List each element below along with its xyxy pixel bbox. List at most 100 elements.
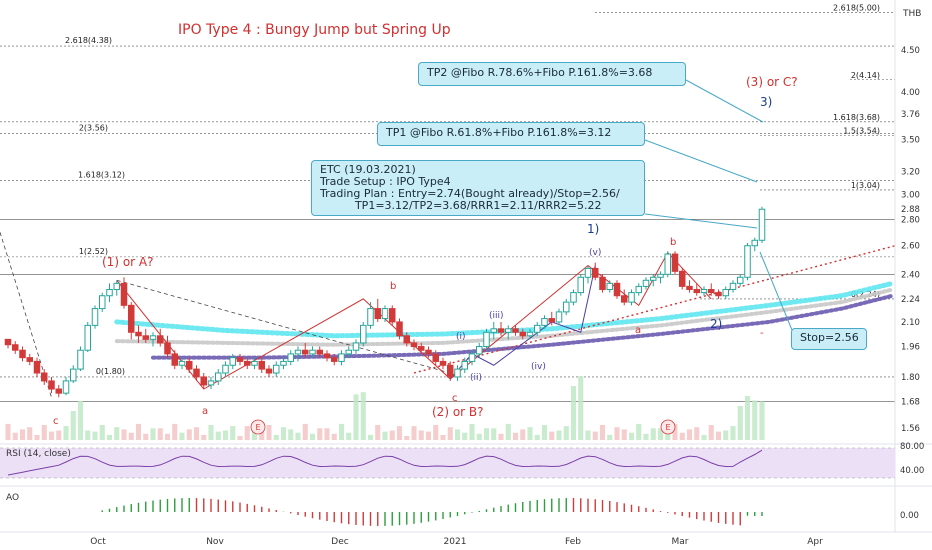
candle-body <box>432 353 440 362</box>
volume-bar <box>5 423 11 440</box>
volume-bar <box>462 432 468 440</box>
candle-body <box>287 353 295 362</box>
candle-body <box>55 388 63 394</box>
callout-lines <box>644 79 793 331</box>
volume-bar <box>353 394 359 440</box>
candle-body <box>164 342 171 355</box>
volume-bar <box>599 425 606 440</box>
candle-body <box>214 372 222 382</box>
candle-body <box>236 357 244 362</box>
volume-bar <box>48 431 55 440</box>
tp1-text: TP1 @Fibo R.61.8%+Fibo P.161.8%=3.12 <box>386 126 612 139</box>
candle-body <box>345 349 353 355</box>
trade-setup-line-2: Trade Setup : IPO Type4 <box>320 175 451 188</box>
candle-body <box>185 360 193 370</box>
volume-bar <box>752 400 758 440</box>
chart-title: IPO Type 4 : Bungy Jump but Spring Up <box>178 22 451 38</box>
earnings-marker-label-1: E <box>665 423 670 432</box>
tp2-box[interactable]: TP2 @Fibo R.78.6%+Fibo P.161.8%=3.68 <box>418 62 686 86</box>
volume-bar <box>665 433 671 440</box>
candle-body <box>359 324 367 344</box>
volume-bar <box>135 423 142 440</box>
volume-bar <box>164 433 171 440</box>
volume-bar <box>672 423 678 440</box>
tp1-box[interactable]: TP1 @Fibo R.61.8%+Fibo P.161.8%=3.12 <box>377 122 645 146</box>
volume-bar <box>563 426 569 440</box>
candle-body <box>417 346 425 351</box>
candle-body <box>62 380 70 394</box>
volume-bar <box>404 436 410 440</box>
volume-bar <box>77 401 84 440</box>
trade-setup-box[interactable]: ETC (19.03.2021) Trade Setup : IPO Type4… <box>311 160 645 216</box>
candle-body <box>396 321 403 337</box>
volume-bar <box>491 428 497 440</box>
volume-bar <box>121 429 127 440</box>
time-tick-1: Nov <box>206 537 224 547</box>
volume-bar <box>215 431 221 440</box>
channel-line-upper <box>116 279 451 374</box>
candle-body <box>635 285 643 294</box>
volume-bar <box>143 433 149 440</box>
fib-label-2: 2(4.14) <box>851 71 880 80</box>
fibonacci-levels: 2.618(5.00) 2.618(4.38) 2(4.14) 1.618(3.68)… <box>0 3 895 378</box>
volume-bar <box>106 434 113 440</box>
rsi-tick-40: 40.00 <box>900 466 924 476</box>
candle-body <box>519 331 527 337</box>
candlesticks <box>4 206 766 398</box>
volume-bar <box>201 434 207 440</box>
volume-bar <box>302 423 308 440</box>
volume-bar <box>324 428 330 440</box>
time-tick-5: Mar <box>672 537 689 547</box>
stop-box[interactable]: Stop=2.56 <box>791 328 867 350</box>
currency-label: THB <box>902 9 921 19</box>
volume-bar <box>723 430 729 440</box>
volume-bar <box>92 431 98 440</box>
candle-body <box>599 276 606 290</box>
candle-body <box>106 288 113 297</box>
rsi-tick-80: 80.00 <box>900 442 924 452</box>
volume-bar <box>679 432 685 440</box>
volume-bar <box>549 431 555 440</box>
candle-body <box>258 360 266 370</box>
volume-bar <box>114 427 120 440</box>
candle-body <box>454 368 461 378</box>
candle-body <box>664 253 672 275</box>
candle-body <box>301 349 309 355</box>
candle-body <box>69 368 77 382</box>
candle-body <box>120 282 128 306</box>
candle-body <box>309 349 316 355</box>
volume-bar <box>541 425 548 440</box>
volume-bar <box>715 431 722 440</box>
time-tick-2: Dec <box>331 537 348 547</box>
fib-label-6: 1.618(3.12) <box>78 171 125 180</box>
candle-body <box>686 285 693 290</box>
trend-line <box>413 245 896 374</box>
moving-average-1 <box>114 287 895 347</box>
volume-bar <box>244 426 250 440</box>
candle-body <box>758 208 766 241</box>
fib-label-4: 2(3.56) <box>79 124 108 133</box>
volume-bar <box>193 427 200 440</box>
volume-bar <box>730 426 736 440</box>
volume-bar <box>737 406 743 440</box>
wave-label-iv: (iv) <box>531 362 546 372</box>
candle-body <box>591 267 599 278</box>
candle-body <box>533 324 541 333</box>
volume-bar <box>19 429 26 440</box>
earnings-marker-0 <box>250 419 266 435</box>
price-tick-14: 1.68 <box>901 398 920 408</box>
candle-body <box>272 364 280 374</box>
candle-body <box>548 318 556 323</box>
volume-bar <box>367 434 374 440</box>
candle-body <box>649 276 657 281</box>
setup-callout-line <box>644 213 758 229</box>
volume-bar <box>512 432 519 440</box>
volume-bar <box>469 423 475 440</box>
rsi-band <box>0 448 895 478</box>
fib-label-10: 0(1.80) <box>96 367 125 376</box>
candle-body <box>446 364 454 378</box>
wave-labels: (3) or C? 3) 1) 2) (1) or A? (2) or B? b b a a c c (… <box>53 75 798 435</box>
fib-label-3: 1.618(3.68) <box>833 113 880 122</box>
volume-bar <box>230 426 236 440</box>
